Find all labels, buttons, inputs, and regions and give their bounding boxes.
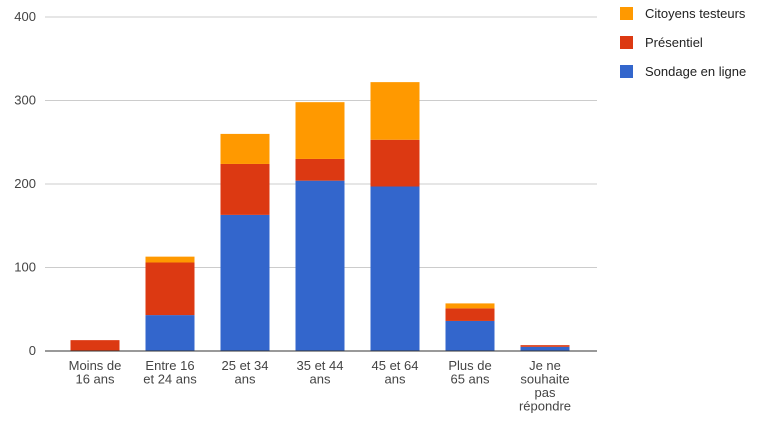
y-tick-label: 100 <box>14 260 36 275</box>
bar-segment <box>220 163 270 215</box>
x-tick-label: Plus de <box>448 358 491 373</box>
legend-label: Sondage en ligne <box>645 63 747 79</box>
legend-item: Sondage en ligne <box>620 63 747 79</box>
bar-segment <box>370 82 420 140</box>
y-tick-label: 0 <box>29 343 36 358</box>
legend: Citoyens testeurs Présentiel Sondage en li… <box>620 6 746 93</box>
x-tick-label: Je ne <box>529 358 561 373</box>
bar-segment <box>370 139 420 187</box>
legend-label: Citoyens testeurs <box>645 5 746 21</box>
bar-segment <box>445 303 495 309</box>
bar-segment <box>70 340 120 351</box>
bar-segment <box>445 320 495 351</box>
y-tick-label: 400 <box>14 9 36 24</box>
bar-segment <box>295 158 345 181</box>
y-tick-label: 200 <box>14 176 36 191</box>
bar-segment <box>220 214 270 351</box>
bar-segment <box>145 256 195 263</box>
bars <box>70 82 570 351</box>
legend-swatch <box>620 35 633 49</box>
bar-segment <box>145 315 195 351</box>
bar-segment <box>145 262 195 316</box>
legend-item: Citoyens testeurs <box>620 5 746 21</box>
bar-segment <box>295 180 345 351</box>
x-tick-label: ans <box>385 372 406 387</box>
x-tick-label: ans <box>310 372 331 387</box>
legend-item: Présentiel <box>620 34 746 50</box>
bar-segment <box>370 186 420 351</box>
x-tick-label: et 24 ans <box>143 372 197 387</box>
x-tick-label: Entre 16 <box>145 358 194 373</box>
x-tick-label: 25 et 34 <box>222 358 269 373</box>
x-tick-label: 35 et 44 <box>297 358 344 373</box>
x-tick-label: 65 ans <box>450 372 490 387</box>
legend-label: Présentiel <box>645 34 703 50</box>
y-tick-label: 300 <box>14 93 36 108</box>
bar-segment <box>520 346 570 351</box>
x-tick-label: 16 ans <box>75 372 115 387</box>
bar-segment <box>220 133 270 164</box>
x-tick-label: répondre <box>519 399 571 414</box>
x-tick-label: souhaite <box>520 372 569 387</box>
bar-segment <box>520 345 570 347</box>
bar-segment <box>295 102 345 159</box>
x-tick-label: pas <box>535 385 556 400</box>
legend-swatch <box>620 64 633 78</box>
x-tick-label: 45 et 64 <box>372 358 419 373</box>
x-tick-label: Moins de <box>69 358 122 373</box>
x-tick-label: ans <box>235 372 256 387</box>
legend-swatch <box>620 6 633 20</box>
bar-segment <box>445 308 495 321</box>
